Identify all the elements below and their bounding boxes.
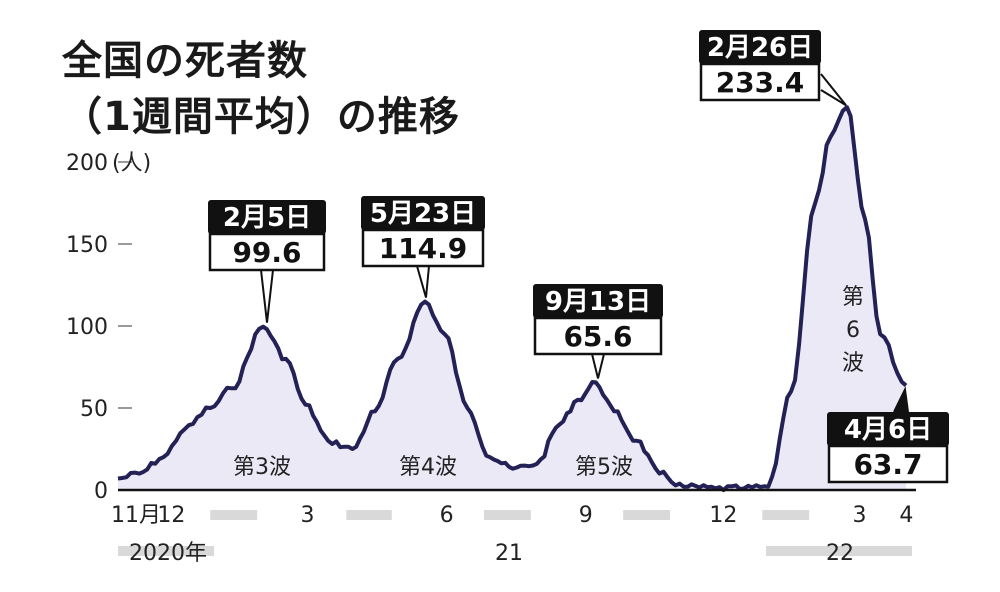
wave-label-6: 第 [842,285,864,310]
series-line [117,105,908,493]
callout-date-box [208,200,326,234]
x-tick-label: 9 [579,503,593,528]
x-tick-label: 4 [899,503,913,528]
callout-value-box [827,444,949,484]
callout-value-box [533,316,663,356]
x-tick-band [210,510,258,520]
callout-pointer [260,269,274,323]
x-tick-band [346,510,392,520]
callout-date: 4月6日 [844,415,932,445]
x-tick-label: 12 [157,503,185,528]
y-tick-label: 200 [66,151,108,176]
y-tick-label: 0 [94,479,108,504]
wave-label-6: 波 [842,351,864,376]
wave-label-6: 6 [846,318,860,343]
callout-value: 99.6 [232,236,301,269]
chart-title-line2: （1週間平均）の推移 [62,94,460,140]
wave-label-5: 第5波 [575,455,633,480]
callout-date: 2月26日 [707,33,813,63]
area-layer [117,105,908,493]
wave-label-3: 第3波 [233,455,291,480]
x-tick-label: 3 [300,503,314,528]
y-tick-label: 100 [66,315,108,340]
x-tick-band [623,510,671,520]
x-tick-label: 11月 [111,503,161,528]
callout-pointer [893,386,909,413]
year-band [766,546,912,556]
callout-value: 63.7 [853,448,922,481]
year-label: 21 [495,541,523,566]
x-tick-label: 3 [853,503,867,528]
callout-value: 233.4 [716,66,805,99]
callout-value: 65.6 [563,320,632,353]
area-fill [118,107,906,491]
callout-date: 9月13日 [545,287,651,317]
callout-value-box [208,232,326,272]
callout-date-box [699,30,821,64]
wave-labels: 第3波 第4波 第5波 第 6 波 [233,285,864,480]
callout-pointer [591,353,605,379]
callout-pointer [416,265,430,298]
axis-tick-marks [118,510,912,556]
callout-pointer [820,73,847,107]
year-label: 2020年 [129,541,207,566]
chart-title-line1: 全国の死者数 [62,38,308,84]
year-label: 22 [826,541,854,566]
callout-date-box [533,284,663,318]
x-tick-band [483,510,531,520]
x-tick-label: 6 [440,503,454,528]
callout-date-box [361,196,485,230]
callout-date-box [827,412,949,446]
y-unit-label: (人) [112,151,151,176]
callout-date: 5月23日 [370,199,476,229]
callout-value: 114.9 [379,232,468,265]
year-band [118,546,214,556]
callout-value-box [699,62,821,102]
y-tick-label: 50 [80,397,108,422]
y-tick-label: 150 [66,233,108,258]
callout-value-box [361,228,485,268]
x-tick-band [762,510,810,520]
callout-date: 2月5日 [223,203,311,233]
wave-label-4: 第4波 [399,455,457,480]
x-tick-label: 12 [709,503,737,528]
